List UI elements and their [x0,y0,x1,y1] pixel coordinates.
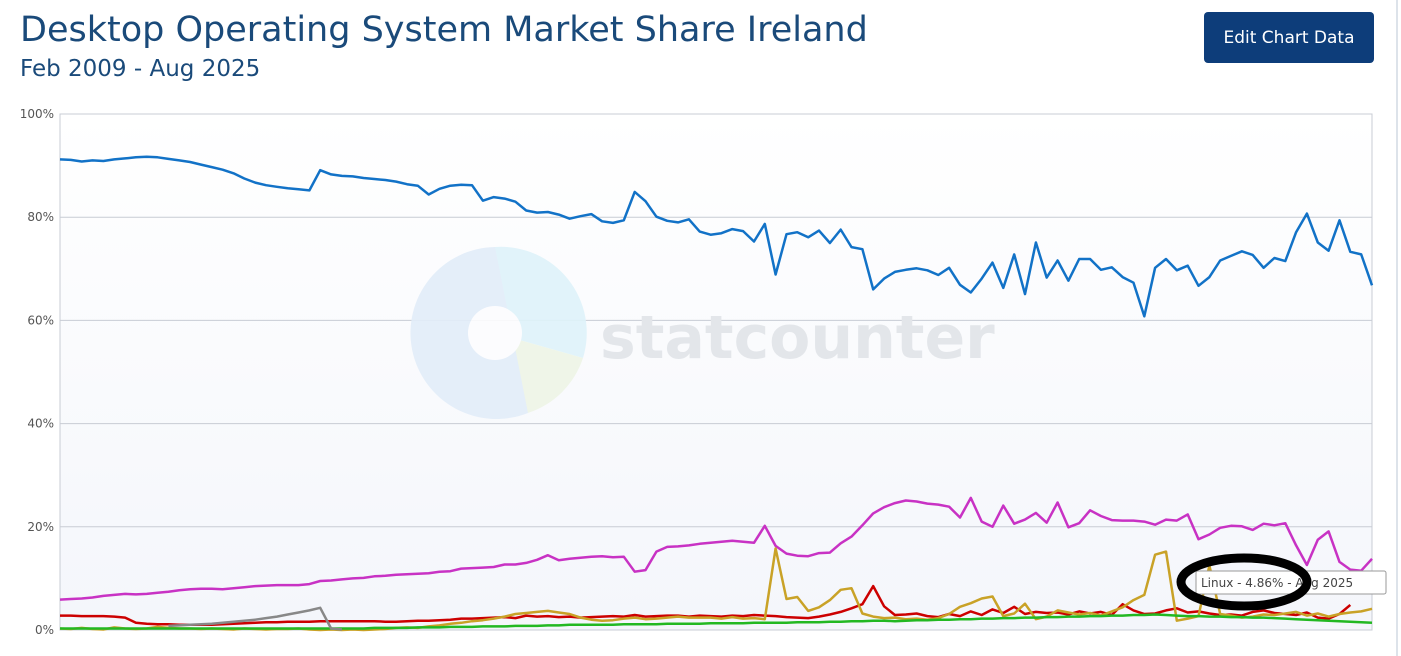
y-tick-label: 0% [35,623,54,637]
y-tick-label: 40% [27,417,54,431]
watermark-text: statcounter [600,303,995,373]
series-lines [59,155,1374,632]
highlight-circle [1176,553,1312,611]
series-line-1[interactable] [59,496,1373,601]
series-line-0[interactable] [59,155,1374,318]
y-tick-label: 100% [20,107,54,121]
logo-hole [468,306,522,360]
series-line-2[interactable] [60,584,1352,627]
page-right-border [1396,0,1398,656]
edit-chart-data-button[interactable]: Edit Chart Data [1204,12,1374,63]
series-line-4[interactable] [60,613,1373,630]
chart-subtitle: Feb 2009 - Aug 2025 [20,56,261,82]
line-chart: 0% 20% 40% 60% 80% 100% statcounter Linux - 4… [20,107,1387,637]
tooltip-text: Linux - 4.86% - Aug 2025 [1201,576,1353,590]
plot-area [59,113,1373,631]
statcounter-logo [410,246,587,419]
y-axis: 0% 20% 40% 60% 80% 100% [20,107,54,637]
gridlines [60,216,1372,528]
y-tick-label: 60% [27,313,54,327]
y-tick-label: 20% [27,520,54,534]
y-tick-label: 80% [27,210,54,224]
series-line-5[interactable] [168,606,343,631]
tooltip: Linux - 4.86% - Aug 2025 [1195,570,1387,595]
logo-slice-green [495,333,583,413]
chart-title: Desktop Operating System Market Share Ir… [20,10,868,50]
